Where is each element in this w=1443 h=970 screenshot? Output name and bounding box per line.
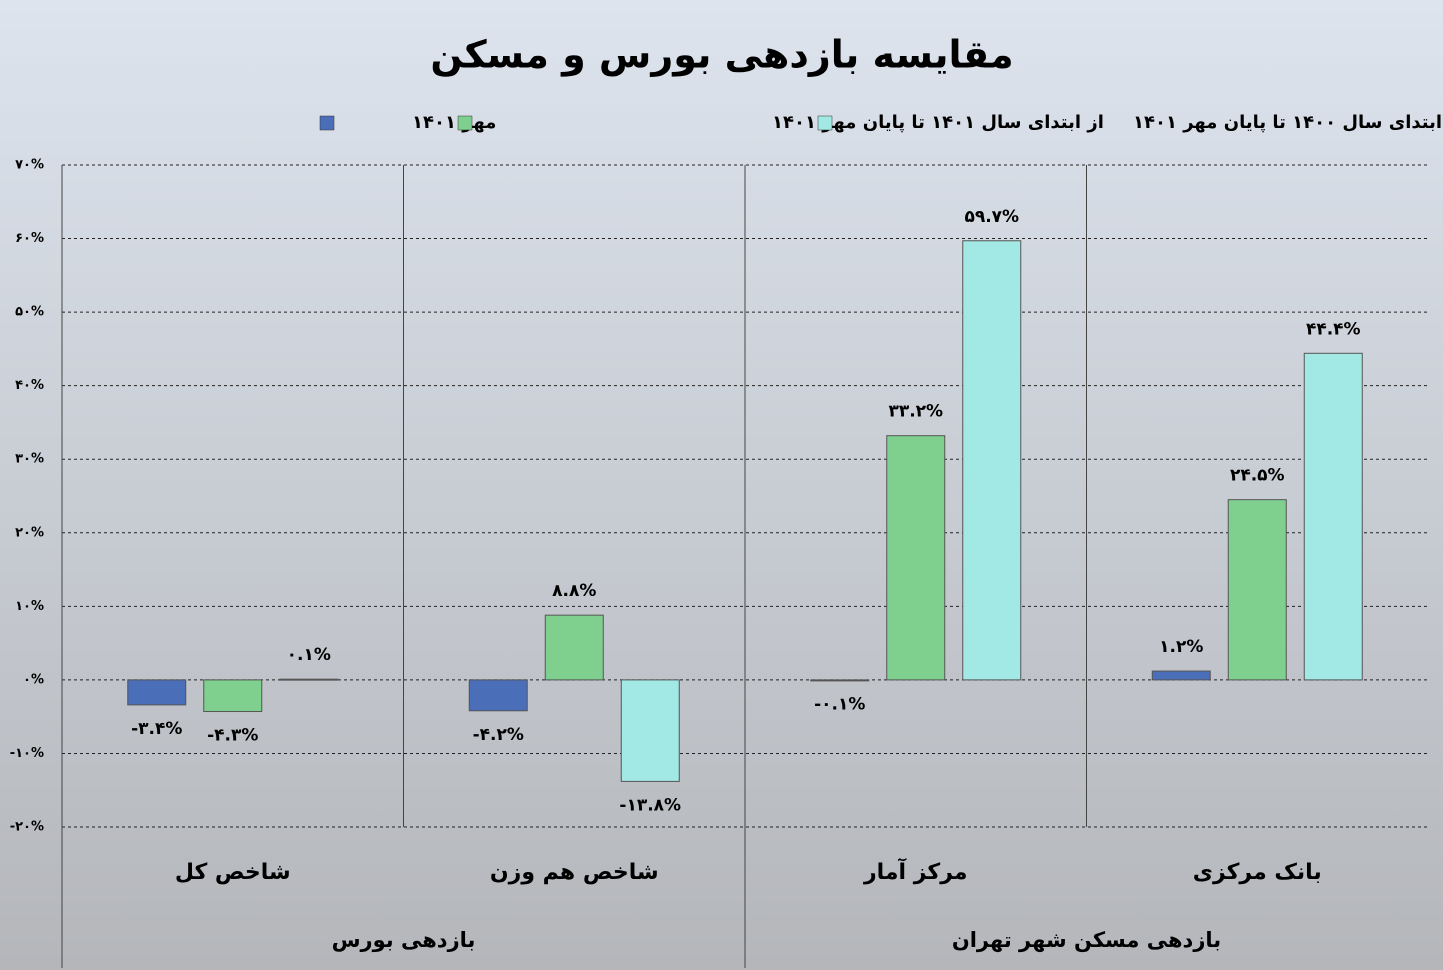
value-label: ۴۴.۴% [1306, 319, 1361, 339]
legend-label: از ابتدای سال ۱۴۰۱ تا پایان مهر ۱۴۰۱ [772, 112, 1104, 133]
y-tick-label: ۴۰% [15, 378, 44, 393]
bar [962, 240, 1022, 681]
y-tick-label: -۲۰% [10, 820, 44, 835]
value-label: -۰.۱% [814, 695, 865, 715]
legend-label: از ابتدای سال ۱۴۰۰ تا پایان مهر ۱۴۰۱ [1133, 112, 1443, 133]
x-tick-label: بانک مرکزی [1193, 860, 1322, 885]
value-label: ۳۳.۲% [888, 402, 943, 422]
x-tick-label: مرکز آمار [863, 857, 968, 885]
y-tick-label: ۲۰% [15, 525, 44, 540]
legend-swatch [817, 115, 833, 131]
value-label: ۱.۲% [1159, 637, 1203, 657]
value-label: -۱۳.۸% [619, 795, 681, 815]
bar [1151, 670, 1211, 681]
chart-title: مقایسه بازدهی بورس و مسکن [430, 33, 1013, 78]
value-label: -۴.۳% [207, 726, 258, 746]
legend-label: مهر ۱۴۰۱ [412, 112, 496, 133]
value-label: ۰.۱% [287, 645, 331, 665]
legend-swatch [319, 115, 335, 131]
y-tick-label: ۰% [23, 672, 44, 687]
y-tick-label: ۶۰% [15, 231, 44, 246]
y-tick-label: ۱۰% [15, 599, 44, 614]
value-label: -۳.۴% [131, 719, 182, 739]
bar [127, 679, 187, 706]
bar [620, 679, 680, 782]
bar [1227, 499, 1287, 681]
bar [810, 679, 870, 682]
y-tick-label: -۱۰% [10, 746, 44, 761]
x-tick-label: شاخص کل [175, 860, 291, 885]
legend-swatch [457, 115, 473, 131]
bar [203, 679, 263, 713]
bar [279, 678, 339, 681]
x-tick-label: شاخص هم وزن [490, 860, 659, 885]
value-label: ۵۹.۷% [964, 207, 1019, 227]
value-label: ۸.۸% [552, 581, 596, 601]
value-label: ۲۴.۵% [1230, 466, 1285, 486]
y-tick-label: ۳۰% [15, 452, 44, 467]
bar [468, 679, 528, 712]
group-label: بازدهی مسکن شهر تهران [952, 928, 1221, 952]
y-tick-label: ۵۰% [15, 305, 44, 320]
value-label: -۴.۲% [473, 725, 524, 745]
y-tick-label: ۷۰% [15, 158, 44, 173]
group-label: بازدهی بورس [332, 928, 476, 952]
bar [1303, 352, 1363, 681]
bar [886, 435, 946, 681]
bar [544, 614, 604, 681]
